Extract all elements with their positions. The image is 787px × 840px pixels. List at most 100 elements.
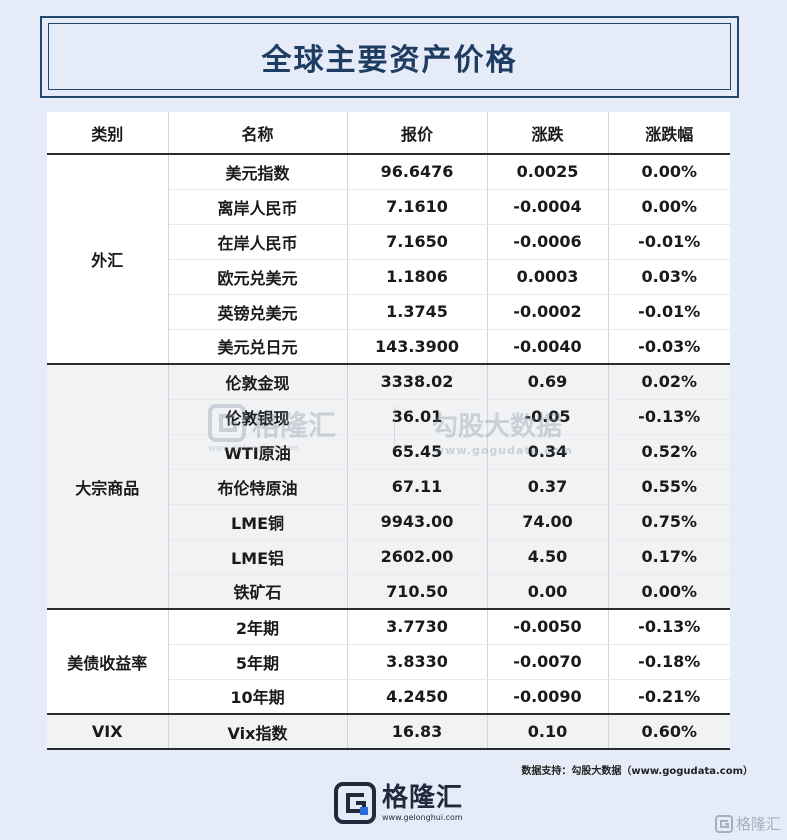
asset-name-cell: LME铜 (168, 504, 348, 540)
change-pct-cell: 0.00% (608, 154, 730, 190)
change-cell: -0.0070 (487, 644, 609, 680)
price-cell: 7.1650 (347, 224, 488, 260)
change-pct-cell: 0.00% (608, 574, 730, 610)
change-cell: 0.0003 (487, 259, 609, 295)
asset-name-cell: 在岸人民币 (168, 224, 348, 260)
asset-name-cell: 铁矿石 (168, 574, 348, 610)
change-pct-cell: -0.01% (608, 294, 730, 330)
change-pct-cell: 0.03% (608, 259, 730, 295)
change-pct-cell: -0.13% (608, 399, 730, 435)
change-pct-cell: 0.52% (608, 434, 730, 470)
price-cell: 36.01 (347, 399, 488, 435)
title-banner-inner: 全球主要资产价格 (48, 23, 731, 90)
category-cell: 大宗商品 (47, 364, 169, 610)
footer-logo: 格隆汇 www.gelonghui.com (334, 780, 463, 826)
header-category: 类别 (47, 112, 169, 155)
table-row: 10年期 4.2450 -0.0090 -0.21% (47, 679, 730, 715)
change-cell: -0.0040 (487, 329, 609, 365)
price-cell: 2602.00 (347, 539, 488, 575)
table-row: VIX Vix指数 16.83 0.10 0.60% (47, 714, 730, 750)
gelonghui-g-logo-icon (334, 782, 376, 824)
asset-name-cell: 布伦特原油 (168, 469, 348, 505)
change-pct-cell: 0.55% (608, 469, 730, 505)
change-cell: -0.0004 (487, 189, 609, 225)
change-cell: 0.00 (487, 574, 609, 610)
asset-name-cell: 10年期 (168, 679, 348, 715)
change-pct-cell: 0.75% (608, 504, 730, 540)
group-treasury-yields: 美债收益率 2年期 3.7730 -0.0050 -0.13% 5年期 3.8330 -0.0… (47, 609, 730, 715)
gelonghui-g-small-icon (714, 814, 733, 833)
change-pct-cell: -0.03% (608, 329, 730, 365)
price-cell: 96.6476 (347, 154, 488, 190)
asset-name-cell: 伦敦银现 (168, 399, 348, 435)
table-row: 欧元兑美元 1.1806 0.0003 0.03% (47, 259, 730, 295)
table-row: 布伦特原油 67.11 0.37 0.55% (47, 469, 730, 505)
price-cell: 1.1806 (347, 259, 488, 295)
title-banner: 全球主要资产价格 (40, 16, 739, 98)
price-cell: 710.50 (347, 574, 488, 610)
price-cell: 3.7730 (347, 609, 488, 645)
table-row: 离岸人民币 7.1610 -0.0004 0.00% (47, 189, 730, 225)
change-cell: -0.0002 (487, 294, 609, 330)
table-row: 在岸人民币 7.1650 -0.0006 -0.01% (47, 224, 730, 260)
change-cell: 0.0025 (487, 154, 609, 190)
table-row: 外汇 美元指数 96.6476 0.0025 0.00% (47, 154, 730, 365)
table-row: LME铝 2602.00 4.50 0.17% (47, 539, 730, 575)
change-pct-cell: 0.60% (608, 714, 730, 750)
header-name: 名称 (168, 112, 348, 155)
table-header-row: 类别 名称 报价 涨跌 涨跌幅 (47, 112, 730, 155)
change-pct-cell: -0.01% (608, 224, 730, 260)
asset-name-cell: 离岸人民币 (168, 189, 348, 225)
price-cell: 7.1610 (347, 189, 488, 225)
category-cell: VIX (47, 714, 169, 750)
change-cell: 74.00 (487, 504, 609, 540)
corner-watermark-text: 格隆汇 (735, 815, 781, 833)
category-cell: 美债收益率 (47, 609, 169, 715)
price-cell: 65.45 (347, 434, 488, 470)
change-cell: 0.34 (487, 434, 609, 470)
footer-logo-name: 格隆汇 (382, 783, 464, 813)
price-cell: 9943.00 (347, 504, 488, 540)
group-commodities: 大宗商品 伦敦金现 3338.02 0.69 0.02% 伦敦银现 36.01 -0.05 -0… (47, 364, 730, 610)
asset-name-cell: 英镑兑美元 (168, 294, 348, 330)
table-row: 美债收益率 2年期 3.7730 -0.0050 -0.13% (47, 609, 730, 715)
change-cell: 0.37 (487, 469, 609, 505)
asset-name-cell: 伦敦金现 (168, 364, 348, 400)
price-cell: 4.2450 (347, 679, 488, 715)
change-cell: -0.0006 (487, 224, 609, 260)
asset-name-cell: LME铝 (168, 539, 348, 575)
footer-logo-url: www.gelonghui.com (382, 813, 463, 822)
price-cell: 3338.02 (347, 364, 488, 400)
table-row: 铁矿石 710.50 0.00 0.00% (47, 574, 730, 610)
table-row: 伦敦银现 36.01 -0.05 -0.13% (47, 399, 730, 435)
change-pct-cell: -0.13% (608, 609, 730, 645)
asset-name-cell: 美元兑日元 (168, 329, 348, 365)
asset-name-cell: 5年期 (168, 644, 348, 680)
corner-watermark: 格隆汇 (714, 813, 781, 834)
table-row: WTI原油 65.45 0.34 0.52% (47, 434, 730, 470)
price-cell: 67.11 (347, 469, 488, 505)
category-cell: 外汇 (47, 154, 169, 365)
asset-name-cell: 2年期 (168, 609, 348, 645)
header-change: 涨跌 (487, 112, 609, 155)
asset-name-cell: WTI原油 (168, 434, 348, 470)
change-cell: -0.0090 (487, 679, 609, 715)
page-title: 全球主要资产价格 (261, 42, 518, 78)
group-forex: 外汇 美元指数 96.6476 0.0025 0.00% 离岸人民币 7.1610 -0.00… (47, 154, 730, 365)
asset-name-cell: 欧元兑美元 (168, 259, 348, 295)
change-pct-cell: 0.02% (608, 364, 730, 400)
change-cell: -0.0050 (487, 609, 609, 645)
data-source-note: 数据支持：勾股大数据（www.gogudata.com） (521, 766, 753, 777)
change-cell: -0.05 (487, 399, 609, 435)
asset-name-cell: 美元指数 (168, 154, 348, 190)
price-cell: 3.8330 (347, 644, 488, 680)
table-row: LME铜 9943.00 74.00 0.75% (47, 504, 730, 540)
change-cell: 0.10 (487, 714, 609, 750)
table-row: 5年期 3.8330 -0.0070 -0.18% (47, 644, 730, 680)
asset-price-table: 类别 名称 报价 涨跌 涨跌幅 外汇 美元指数 96.6476 0.0025 0.00%… (47, 112, 730, 750)
price-cell: 1.3745 (347, 294, 488, 330)
price-cell: 143.3900 (347, 329, 488, 365)
header-price: 报价 (347, 112, 488, 155)
header-change-pct: 涨跌幅 (608, 112, 730, 155)
table-row: 大宗商品 伦敦金现 3338.02 0.69 0.02% (47, 364, 730, 610)
